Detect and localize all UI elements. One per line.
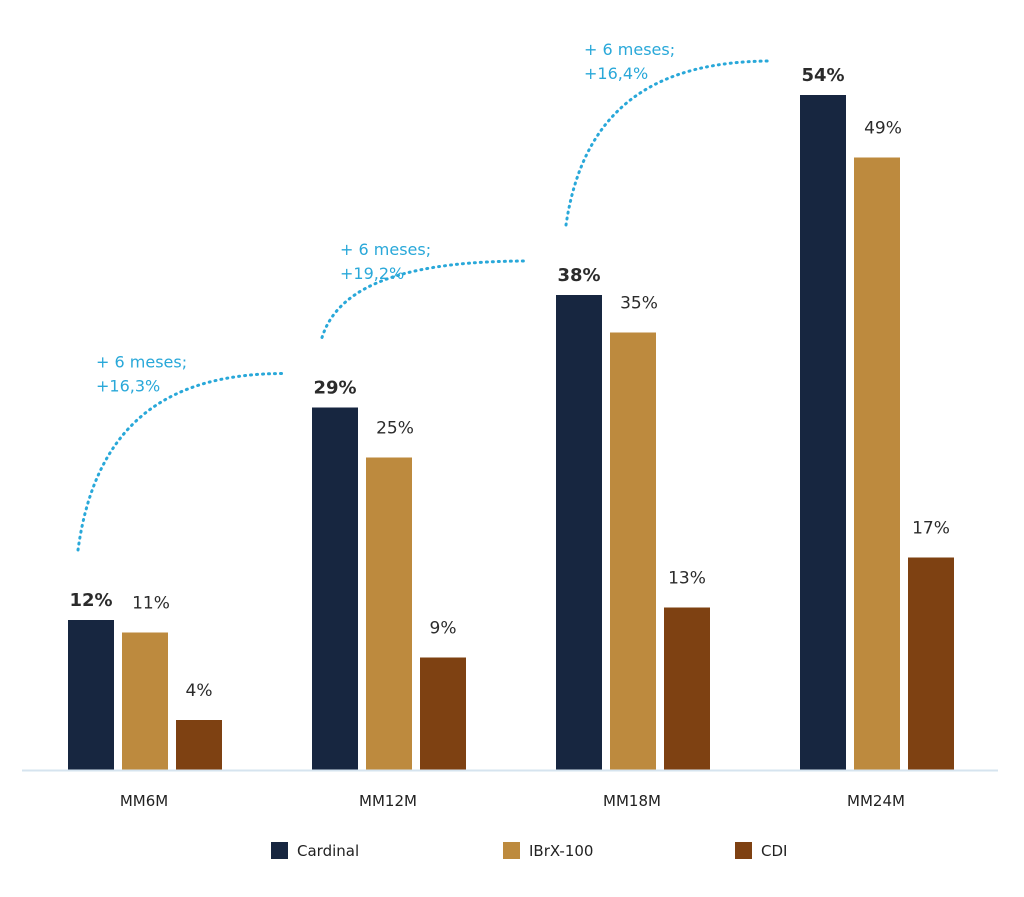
value-label: 9% xyxy=(430,619,457,639)
bar-ibrx-100-mm12m xyxy=(366,457,412,770)
category-label: MM6M xyxy=(120,792,168,810)
legend-label: Cardinal xyxy=(297,842,359,860)
category-labels-layer: MM6M MM12M MM18M MM24M xyxy=(120,792,905,810)
value-label: 29% xyxy=(313,378,356,399)
annotation-text-line2: +19,2% xyxy=(340,264,404,283)
legend-swatch-cardinal xyxy=(271,842,288,859)
value-label: 49% xyxy=(864,119,902,139)
value-label: 25% xyxy=(376,419,414,439)
bar-cdi-mm6m xyxy=(176,720,222,770)
annotations-layer: + 6 meses; +16,3% + 6 meses; +19,2% + 6 mese… xyxy=(76,40,774,552)
value-label: 11% xyxy=(132,594,170,614)
bar-cdi-mm18m xyxy=(664,607,710,770)
annotation-text-line1: + 6 meses; xyxy=(96,353,187,372)
annotation-text-line2: +16,3% xyxy=(96,377,160,396)
legend-swatch-cdi xyxy=(735,842,752,859)
bar-cardinal-mm6m xyxy=(68,620,114,770)
value-label: 12% xyxy=(69,590,112,611)
category-label: MM24M xyxy=(847,792,905,810)
value-label: 4% xyxy=(186,681,213,701)
value-label: 35% xyxy=(620,294,658,314)
annotation-arc xyxy=(320,259,530,339)
value-label: 38% xyxy=(557,265,600,286)
legend-label: IBrX-100 xyxy=(529,842,593,860)
bar-cardinal-mm24m xyxy=(800,95,846,770)
annotation-arc xyxy=(76,372,286,552)
bar-cardinal-mm12m xyxy=(312,407,358,770)
bar-ibrx-100-mm18m xyxy=(610,332,656,770)
bar-cdi-mm12m xyxy=(420,657,466,770)
value-label: 17% xyxy=(912,519,950,539)
value-labels-layer: 12% 11% 4% 29% 25% 9% 38% 35% 13% 54% 49% 17% xyxy=(69,65,949,701)
bar-cdi-mm24m xyxy=(908,557,954,770)
annotation-text-line1: + 6 meses; xyxy=(340,240,431,259)
bars-layer xyxy=(68,95,954,770)
annotation-text-line2: +16,4% xyxy=(584,64,648,83)
category-label: MM18M xyxy=(603,792,661,810)
legend-swatch-ibrx-100 xyxy=(503,842,520,859)
category-label: MM12M xyxy=(359,792,417,810)
bar-cardinal-mm18m xyxy=(556,295,602,770)
value-label: 13% xyxy=(668,569,706,589)
legend-label: CDI xyxy=(761,842,787,860)
annotation-text-line1: + 6 meses; xyxy=(584,40,675,59)
annotation-arc xyxy=(564,59,774,227)
bar-ibrx-100-mm24m xyxy=(854,157,900,770)
legend: Cardinal IBrX-100 CDI xyxy=(271,842,787,860)
bar-ibrx-100-mm6m xyxy=(122,632,168,770)
value-label: 54% xyxy=(801,65,844,86)
